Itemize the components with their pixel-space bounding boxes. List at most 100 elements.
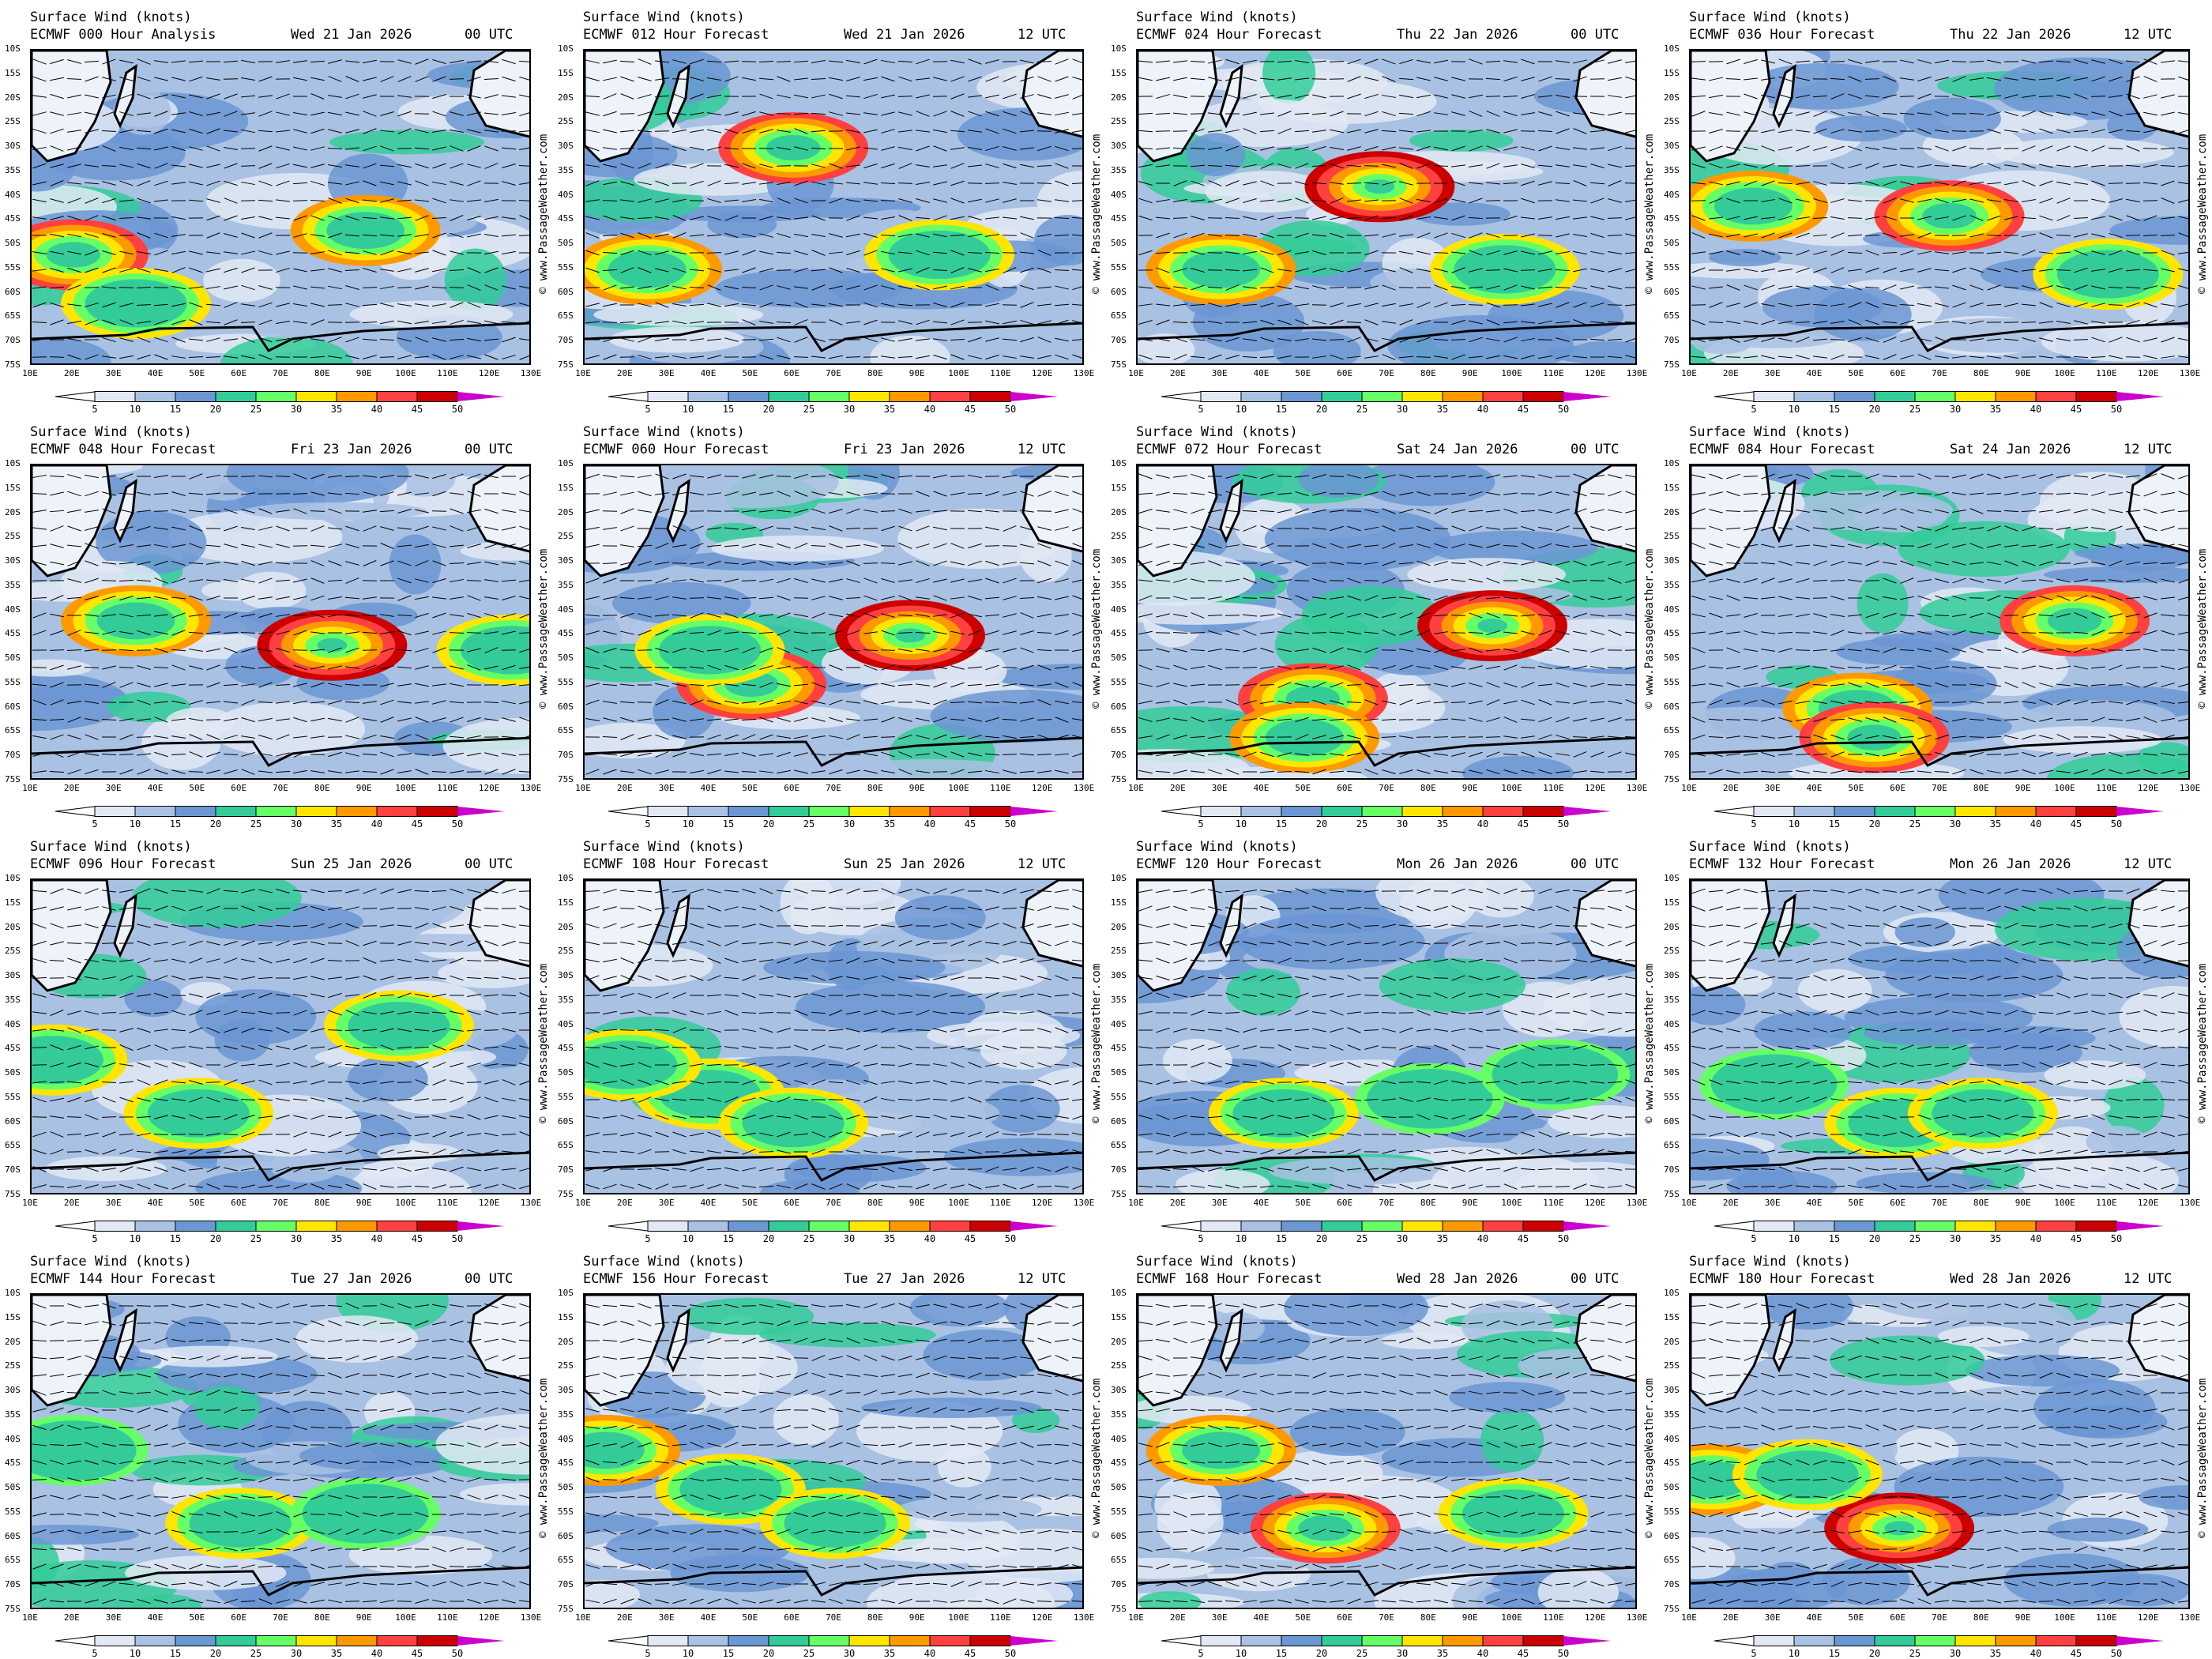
wind-barb (310, 649, 325, 652)
wind-barb (1486, 319, 1500, 325)
wind-barb (397, 630, 412, 636)
wind-barb (258, 544, 273, 548)
wind-barb (1538, 734, 1552, 740)
wind-barb (2056, 285, 2071, 290)
wind-barb (1225, 630, 1240, 635)
wind-barb (50, 595, 64, 601)
wind-barb (898, 595, 912, 601)
wind-barb (276, 320, 290, 325)
wind-barb (603, 77, 617, 81)
wind-barb (467, 320, 481, 325)
wind-barb (1934, 702, 1950, 703)
wind-barb (2056, 578, 2071, 583)
wind-barb (397, 701, 412, 704)
wind-barb (1778, 198, 1793, 204)
colorbar-bin (416, 806, 458, 817)
wind-barb (519, 338, 529, 341)
wind-barb (1382, 630, 1396, 636)
lon-tick-label: 80E (314, 368, 330, 378)
wind-barb (344, 492, 360, 495)
wind-barb (137, 491, 151, 496)
wind-barb (1399, 664, 1413, 671)
wind-barb (1156, 734, 1170, 740)
wind-barb (1969, 718, 1984, 721)
valid-time: 00 UTC (465, 442, 514, 457)
wind-barb (258, 76, 273, 82)
wind-barb (1573, 595, 1587, 601)
wind-barb (2056, 111, 2071, 116)
wind-barb (1020, 526, 1034, 531)
wind-barb (154, 683, 168, 687)
wind-barb (1795, 303, 1811, 307)
wind-barb (1486, 544, 1500, 548)
wind-barb (292, 492, 308, 495)
wind-barb (1172, 632, 1188, 634)
wind-barb (1590, 614, 1604, 617)
wind-barb (2056, 269, 2071, 271)
wind-barb (742, 233, 756, 238)
wind-barb (898, 717, 912, 722)
wind-barb (1538, 181, 1552, 186)
wind-barb (707, 664, 721, 671)
wind-barb (1003, 182, 1017, 185)
lat-tick-label: 60S (5, 286, 21, 297)
wind-barb (119, 613, 134, 618)
wind-barb (1952, 577, 1966, 584)
wind-barb (1072, 130, 1082, 134)
wind-barb (1382, 303, 1396, 307)
wind-barb (1521, 525, 1535, 532)
wind-barb (1935, 647, 1949, 653)
wind-barb (777, 630, 791, 636)
wind-barb (85, 303, 99, 307)
colorbar (55, 806, 505, 817)
wind-barb (724, 578, 739, 583)
wind-barb (102, 475, 116, 478)
wind-barb (397, 491, 412, 496)
wind-barb (1072, 718, 1082, 721)
wind-barb (1469, 320, 1483, 325)
wind-barb (1625, 510, 1635, 514)
wind-barb (276, 718, 290, 721)
wind-barb (136, 286, 152, 289)
wind-barb (1190, 683, 1206, 687)
wind-barb (2125, 60, 2141, 63)
wind-barb (968, 268, 982, 273)
wind-barb (206, 77, 220, 81)
wind-barb (1347, 337, 1361, 343)
wind-barb (1055, 509, 1069, 514)
wind-barb (1329, 631, 1345, 634)
wind-barb (293, 146, 307, 151)
wind-barb (2091, 198, 2105, 203)
wind-barb (1848, 130, 1862, 133)
wind-barb (483, 338, 499, 341)
wind-barb (50, 525, 64, 532)
wind-barb (845, 164, 861, 167)
wind-barb (1590, 250, 1604, 255)
wind-barb (2056, 94, 2071, 99)
colorbar (1161, 806, 1611, 817)
wind-barb (1330, 129, 1344, 134)
wind-barb (206, 769, 220, 774)
credit-watermark: © www.PassageWeather.com (1643, 134, 1656, 294)
wind-barb (1935, 216, 1949, 220)
wind-barb (518, 130, 529, 133)
wind-barb (327, 527, 343, 530)
wind-barb (1347, 525, 1361, 532)
wind-barb (2074, 543, 2088, 549)
wind-barb (2109, 509, 2123, 514)
colorbar-label: 50 (1004, 818, 1017, 830)
wind-barb (1625, 474, 1635, 478)
colorbar-bin (768, 391, 810, 402)
wind-barb (707, 527, 721, 530)
lon-tick-label: 130E (1626, 783, 1648, 793)
wind-barb (449, 562, 465, 564)
wind-barb (829, 303, 843, 307)
wind-barb (985, 268, 999, 273)
wind-barb (2039, 251, 2053, 254)
wind-barb (1156, 510, 1170, 513)
wind-barb (1761, 77, 1775, 81)
wind-barb (241, 181, 255, 186)
wind-barb (188, 771, 204, 773)
wind-barb (2074, 112, 2088, 115)
wind-barb (1830, 700, 1845, 705)
